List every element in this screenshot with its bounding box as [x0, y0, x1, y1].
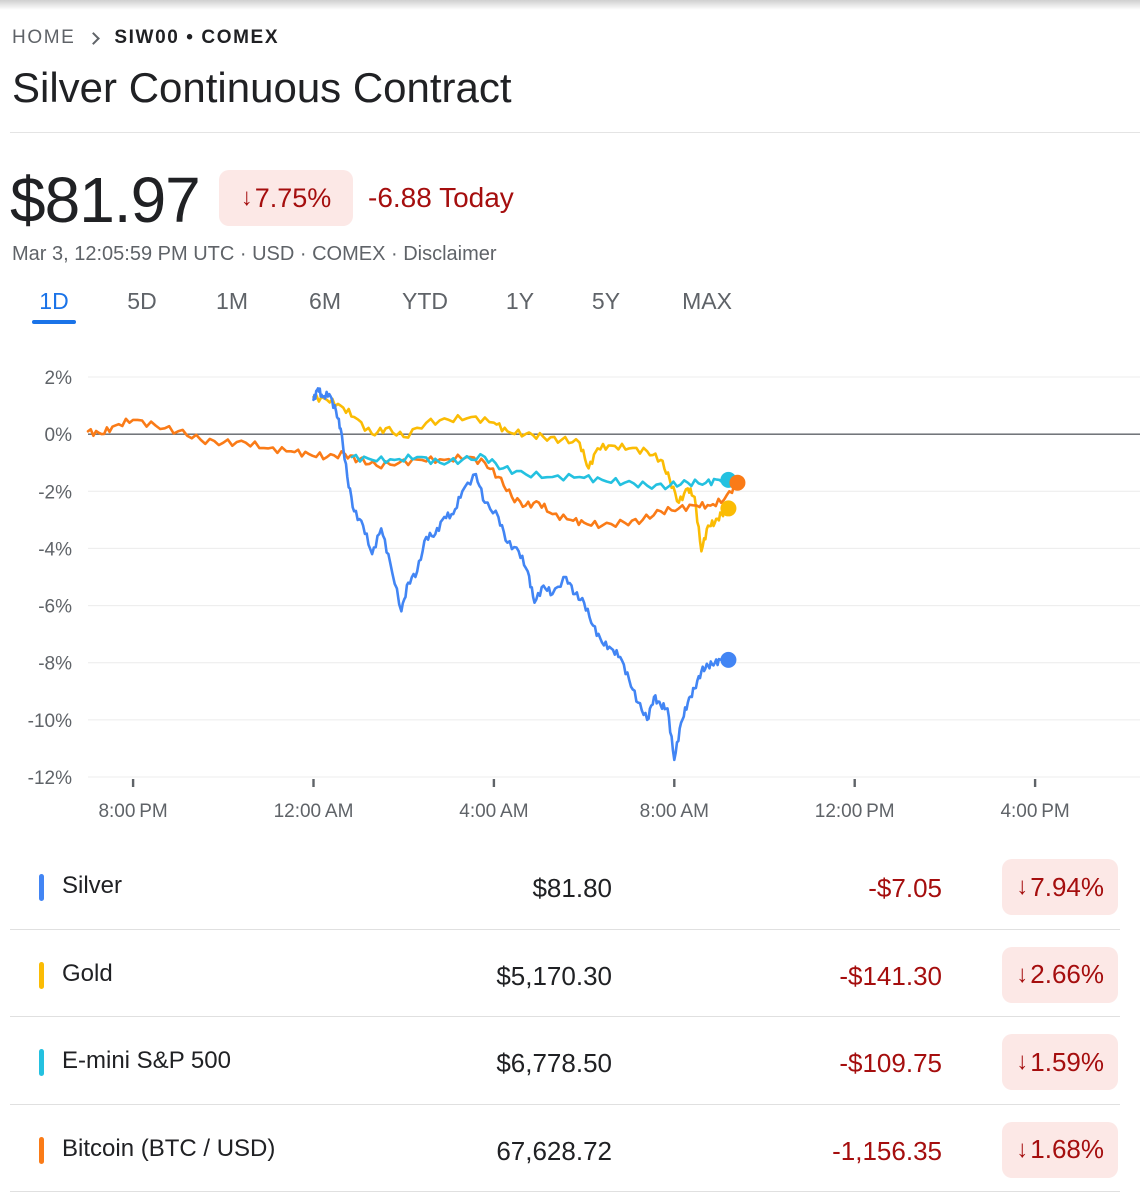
row-change: -$109.75	[839, 1048, 942, 1078]
breadcrumb-current: SIW00 • COMEX	[114, 27, 280, 48]
row-name: Gold	[62, 959, 113, 987]
divider	[10, 132, 1140, 133]
current-price: $81.97	[10, 164, 201, 236]
x-axis: 8:00 PM 12:00 AM 4:00 AM 8:00 AM 12:00 PM 4:0…	[98, 779, 1070, 822]
chart-canvas: 2% 0% -2% -4% -6% -8% -10% -12% 8:00 PM 12:00 AM…	[28, 368, 1140, 822]
arrow-down-icon: ↓	[240, 184, 253, 211]
x-tick-label: 8:00 PM	[98, 801, 167, 822]
y-tick-label: -12%	[28, 768, 72, 789]
quote-meta: Mar 3, 12:05:59 PM UTC · USD · COMEX · D…	[12, 243, 497, 265]
silver-end-dot	[720, 651, 737, 668]
y-tick-label: -6%	[38, 597, 72, 618]
comparison-row-sp500[interactable]: E-mini S&P 500 $6,778.50 -$109.75 ↓ 1.59…	[10, 1017, 1120, 1105]
row-percent-badge: ↓ 1.68%	[1002, 1121, 1118, 1178]
change-percent-badge: ↓ 7.75%	[219, 170, 353, 226]
breadcrumb: HOME SIW00 • COMEX	[12, 27, 279, 49]
row-percent-badge: ↓ 2.66%	[1002, 946, 1118, 1003]
row-percent: 7.94%	[1030, 871, 1104, 902]
sp500-line	[350, 452, 730, 491]
tab-1d[interactable]: 1D	[39, 288, 69, 314]
row-price: $5,170.30	[496, 960, 612, 991]
chart-gridlines	[88, 376, 1140, 778]
series-color-swatch	[39, 961, 44, 989]
row-price: 67,628.72	[496, 1135, 612, 1166]
row-name: E-mini S&P 500	[62, 1047, 231, 1074]
gold-line	[312, 393, 730, 553]
series-color-swatch	[39, 1136, 44, 1164]
x-tick-label: 8:00 AM	[640, 801, 709, 822]
price-comparison-chart[interactable]: 2% 0% -2% -4% -6% -8% -10% -12% 8:00 PM 12:00 AM…	[0, 355, 1140, 835]
change-percent-value: 7.75%	[254, 182, 332, 213]
chart-end-markers	[720, 471, 746, 668]
comparison-row-bitcoin[interactable]: Bitcoin (BTC / USD) 67,628.72 -1,156.35 …	[10, 1105, 1120, 1192]
page-title: Silver Continuous Contract	[12, 64, 512, 111]
arrow-down-icon: ↓	[1016, 1048, 1029, 1075]
breadcrumb-home-link[interactable]: HOME	[12, 27, 76, 48]
y-tick-label: -8%	[38, 654, 72, 675]
x-tick-label: 12:00 AM	[274, 801, 354, 822]
row-percent-badge: ↓ 7.94%	[1002, 859, 1118, 915]
bitcoin-line	[86, 417, 739, 530]
row-change: -$141.30	[839, 960, 942, 991]
row-price: $81.80	[532, 873, 612, 903]
top-shadow	[0, 0, 1140, 10]
y-tick-label: -10%	[28, 711, 72, 732]
x-tick-label: 12:00 PM	[815, 801, 895, 822]
y-tick-label: 0%	[45, 425, 73, 446]
arrow-down-icon: ↓	[1016, 873, 1029, 900]
silver-line	[312, 387, 730, 762]
x-tick-label: 4:00 PM	[1000, 801, 1069, 822]
arrow-down-icon: ↓	[1016, 1135, 1029, 1163]
bitcoin-end-dot	[729, 474, 746, 491]
row-name: Silver	[62, 872, 123, 899]
x-tick-label: 4:00 AM	[459, 801, 528, 822]
tab-1m[interactable]: 1M	[216, 288, 248, 314]
row-change: -1,156.35	[832, 1135, 942, 1166]
y-axis-labels: 2% 0% -2% -4% -6% -8% -10% -12%	[28, 368, 72, 789]
row-percent-badge: ↓ 1.59%	[1002, 1034, 1118, 1090]
row-change: -$7.05	[868, 873, 942, 903]
tab-6m[interactable]: 6M	[309, 288, 341, 314]
series-color-swatch	[39, 1049, 44, 1076]
chevron-right-icon	[87, 31, 101, 45]
change-today: -6.88 Today	[368, 182, 514, 213]
tab-5y[interactable]: 5Y	[591, 288, 621, 314]
row-percent: 1.59%	[1030, 1046, 1104, 1077]
y-tick-label: 2%	[45, 368, 73, 389]
tab-1y[interactable]: 1Y	[505, 288, 535, 314]
series-color-swatch	[39, 874, 44, 901]
comparison-row-silver[interactable]: Silver $81.80 -$7.05 ↓ 7.94%	[10, 842, 1120, 930]
y-tick-label: -4%	[38, 539, 72, 560]
active-tab-indicator	[32, 320, 76, 324]
comparison-row-gold[interactable]: Gold $5,170.30 -$141.30 ↓ 2.66%	[10, 930, 1120, 1017]
y-tick-label: -2%	[38, 482, 72, 503]
tab-5d[interactable]: 5D	[127, 288, 157, 314]
chart-series	[86, 387, 739, 762]
row-percent: 2.66%	[1030, 959, 1104, 989]
row-name: Bitcoin (BTC / USD)	[62, 1134, 276, 1162]
tab-max[interactable]: MAX	[682, 288, 732, 314]
arrow-down-icon: ↓	[1016, 960, 1029, 988]
row-price: $6,778.50	[496, 1048, 612, 1078]
gold-end-dot	[720, 500, 737, 517]
range-tabs: 1D 5D 1M 6M YTD 1Y 5Y MAX	[0, 288, 800, 332]
comparison-list: Silver $81.80 -$7.05 ↓ 7.94% Gold $5,170…	[10, 842, 1120, 1192]
tab-ytd[interactable]: YTD	[402, 288, 448, 314]
row-percent: 1.68%	[1030, 1134, 1104, 1164]
